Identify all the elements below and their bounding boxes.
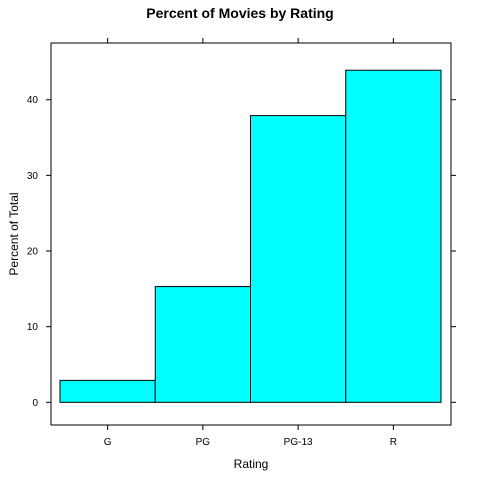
y-tick-label-10: 10 xyxy=(27,322,39,333)
bar-pg xyxy=(154,286,251,403)
y-ticks-group: 0 10 20 30 40 xyxy=(27,95,456,409)
y-tick-label-0: 0 xyxy=(32,398,38,409)
bar-pg-13 xyxy=(250,115,347,403)
bar-r xyxy=(345,69,442,403)
bar-g xyxy=(59,379,156,403)
x-tick-label-pg-13: PG-13 xyxy=(284,437,313,448)
x-tick-label-r: R xyxy=(390,437,397,448)
plot-frame xyxy=(50,42,452,426)
x-ticks-group: G PG PG-13 R xyxy=(104,38,397,448)
x-tick-label-g: G xyxy=(104,437,112,448)
y-tick-label-30: 30 xyxy=(27,171,39,182)
y-axis-label: Percent of Total xyxy=(7,192,21,275)
x-axis-label: Rating xyxy=(234,457,269,471)
chart-title: Percent of Movies by Rating xyxy=(146,5,333,21)
bars-group xyxy=(59,69,442,403)
y-tick-label-40: 40 xyxy=(27,95,39,106)
y-tick-label-20: 20 xyxy=(27,247,39,258)
x-tick-label-pg: PG xyxy=(196,437,211,448)
